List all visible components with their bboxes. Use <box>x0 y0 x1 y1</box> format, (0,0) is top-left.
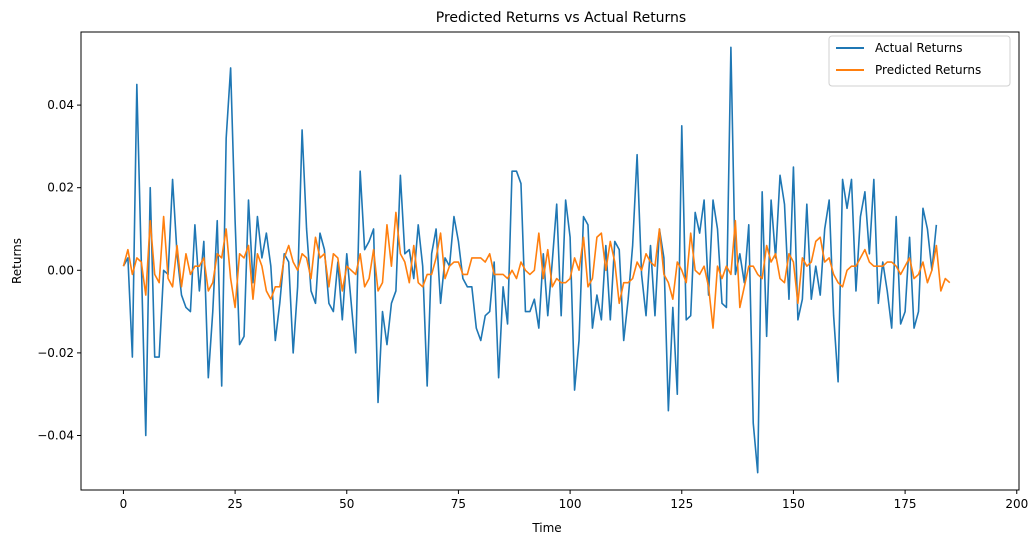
plot-area <box>80 31 1020 491</box>
x-tick-label: 200 <box>1005 497 1028 511</box>
predicted-returns-line <box>122 211 951 329</box>
x-tick-label: 25 <box>227 497 242 511</box>
y-tick-label: 0.04 <box>47 98 74 112</box>
x-tick-label: 125 <box>670 497 693 511</box>
x-tick-label: 50 <box>339 497 354 511</box>
y-axis: −0.04 −0.02 0.00 0.02 0.04 <box>37 98 81 442</box>
legend: Actual Returns Predicted Returns <box>828 35 1011 87</box>
x-tick-label: 150 <box>782 497 805 511</box>
x-tick-label: 100 <box>559 497 582 511</box>
legend-label-actual: Actual Returns <box>875 41 962 55</box>
x-tick-label: 0 <box>120 497 128 511</box>
x-axis: 0 25 50 75 100 125 150 175 200 <box>120 490 1028 511</box>
legend-label-predicted: Predicted Returns <box>875 63 981 77</box>
actual-returns-line <box>122 46 938 474</box>
x-tick-label: 175 <box>894 497 917 511</box>
y-tick-label: 0.00 <box>47 263 74 277</box>
y-axis-label: Returns <box>10 238 24 284</box>
plot-frame <box>80 31 1020 491</box>
y-tick-label: −0.02 <box>37 346 74 360</box>
chart-title: Predicted Returns vs Actual Returns <box>436 10 686 26</box>
x-tick-label: 75 <box>451 497 466 511</box>
y-tick-label: 0.02 <box>47 181 74 195</box>
legend-box <box>828 35 1011 87</box>
series-layer <box>122 46 951 474</box>
y-tick-label: −0.04 <box>37 428 74 442</box>
x-axis-label: Time <box>531 521 561 535</box>
